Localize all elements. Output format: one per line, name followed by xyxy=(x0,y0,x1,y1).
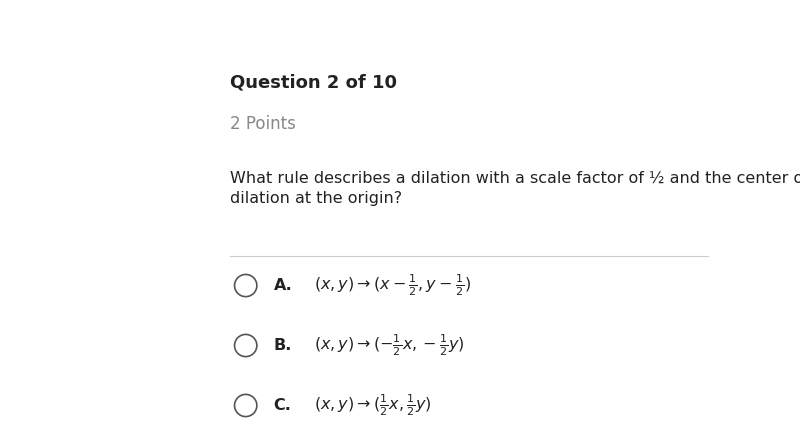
Text: C.: C. xyxy=(274,398,291,413)
Text: Question 2 of 10: Question 2 of 10 xyxy=(230,73,397,91)
Text: $(x,y) \rightarrow (-\frac{1}{2}x,-\frac{1}{2}y)$: $(x,y) \rightarrow (-\frac{1}{2}x,-\frac… xyxy=(314,333,465,358)
Text: B.: B. xyxy=(274,338,292,353)
Text: A.: A. xyxy=(274,278,292,293)
Text: $(x,y) \rightarrow (x-\frac{1}{2},y-\frac{1}{2})$: $(x,y) \rightarrow (x-\frac{1}{2},y-\fra… xyxy=(314,273,471,298)
Text: $(x,y) \rightarrow (\frac{1}{2}x,\frac{1}{2}y)$: $(x,y) \rightarrow (\frac{1}{2}x,\frac{1… xyxy=(314,393,432,418)
Text: What rule describes a dilation with a scale factor of ½ and the center of
dilati: What rule describes a dilation with a sc… xyxy=(230,171,800,206)
Text: 2 Points: 2 Points xyxy=(230,115,296,133)
